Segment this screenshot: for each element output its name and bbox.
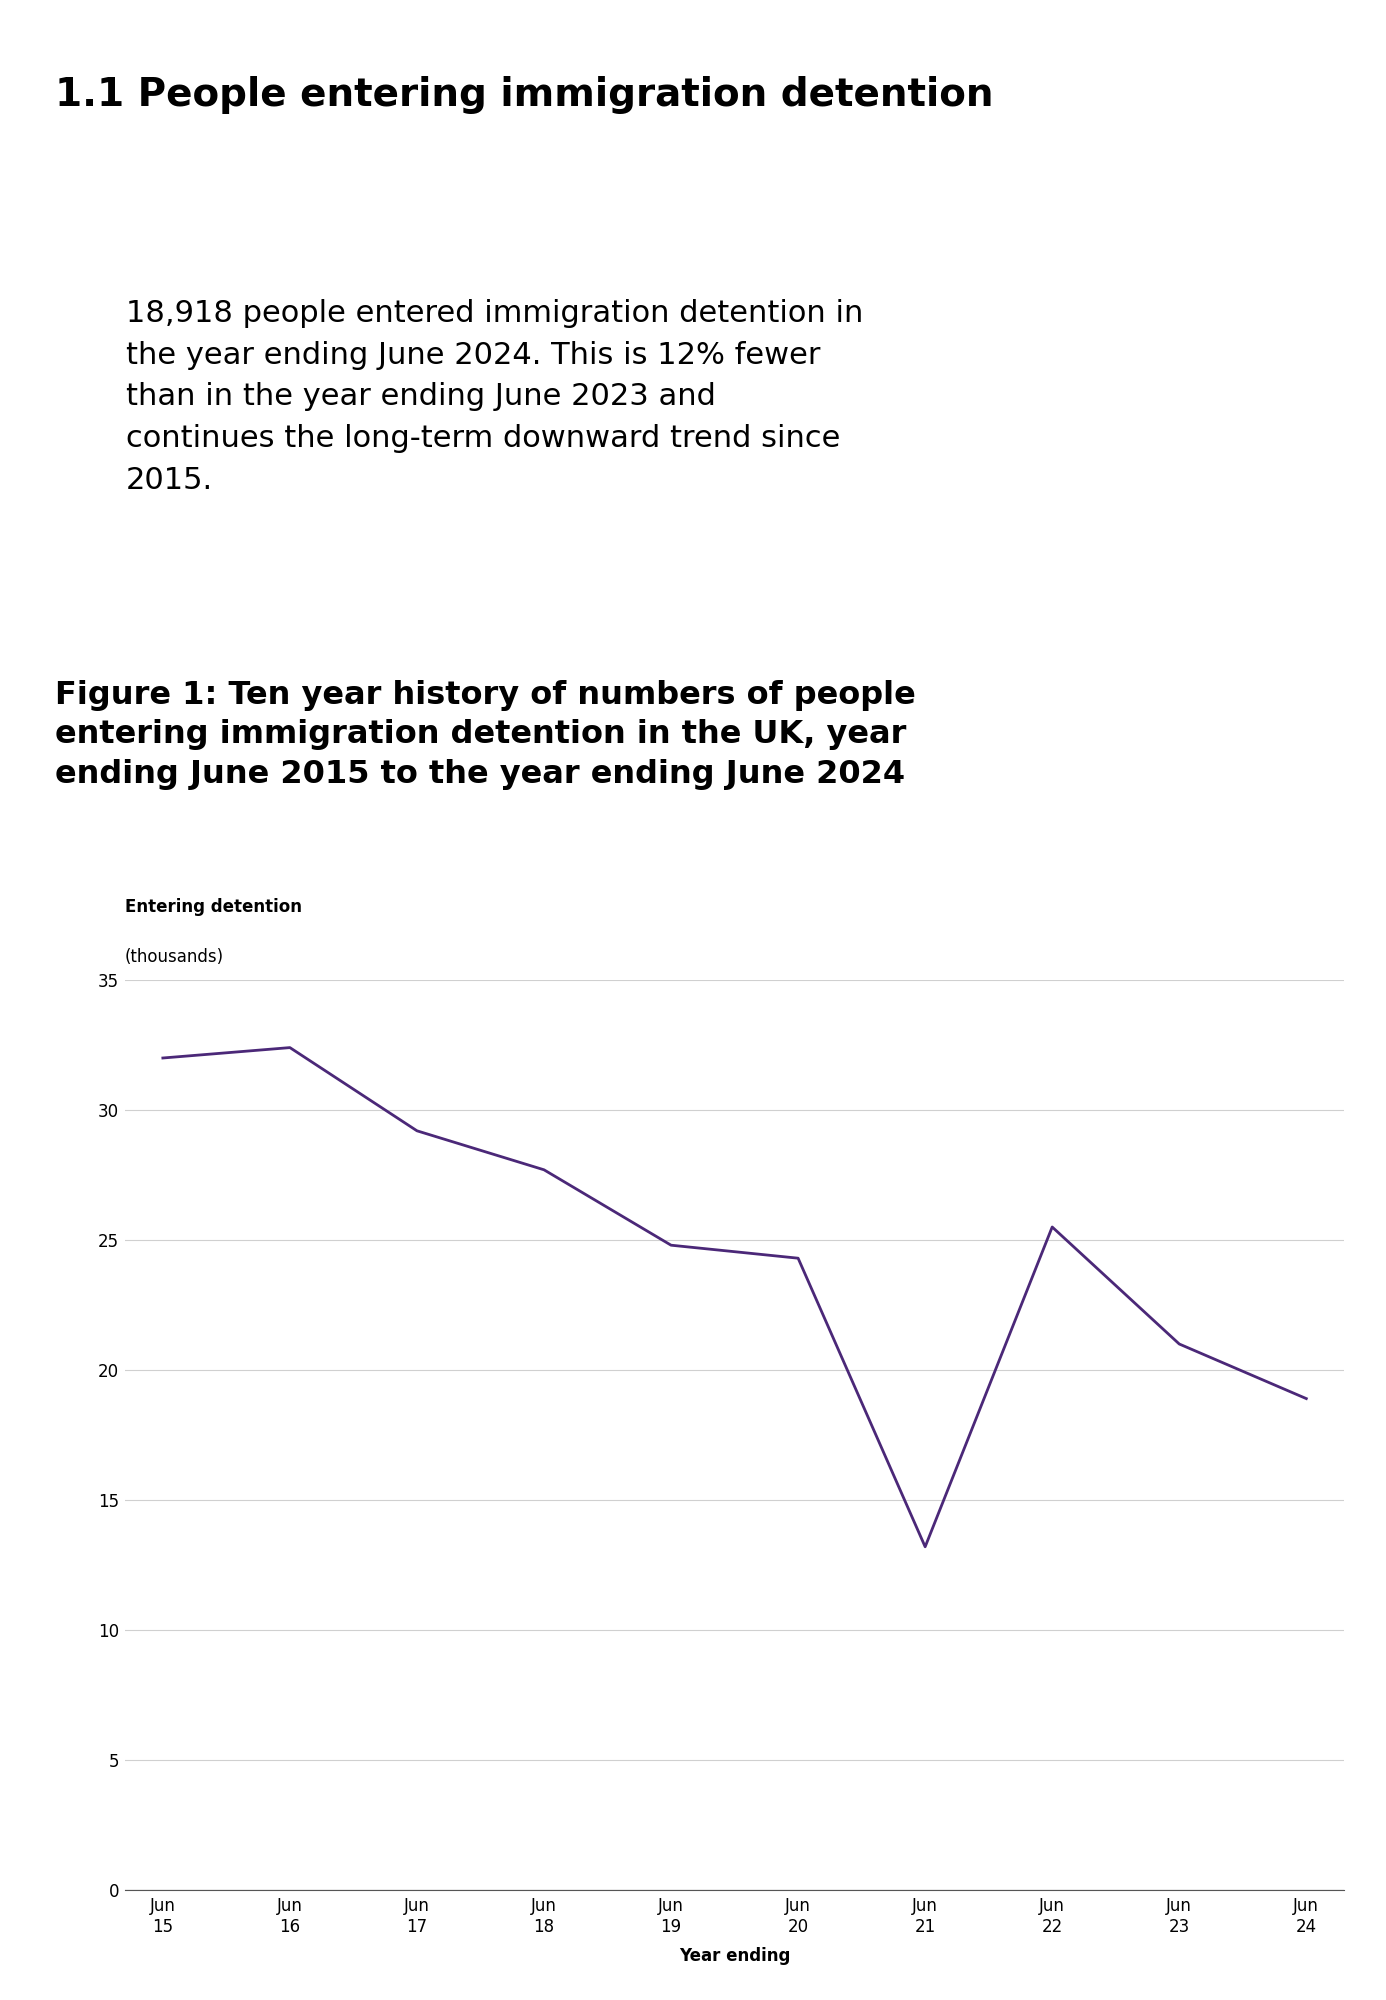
Text: 18,918 people entered immigration detention in
the year ending June 2024. This i: 18,918 people entered immigration detent… (126, 298, 863, 494)
Text: (thousands): (thousands) (125, 948, 225, 966)
Text: 1.1 People entering immigration detention: 1.1 People entering immigration detentio… (55, 76, 994, 114)
X-axis label: Year ending: Year ending (679, 1946, 790, 1964)
Text: Entering detention: Entering detention (125, 898, 302, 916)
Text: Figure 1: Ten year history of numbers of people
entering immigration detention i: Figure 1: Ten year history of numbers of… (55, 680, 916, 790)
